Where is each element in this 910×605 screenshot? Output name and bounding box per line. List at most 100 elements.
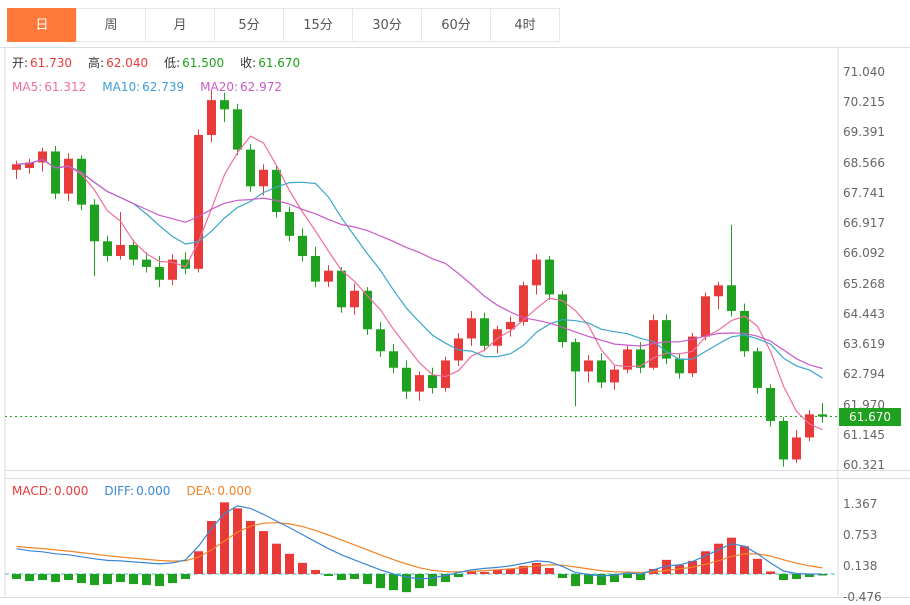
macd-bar (571, 573, 580, 587)
candle-body (246, 149, 255, 187)
macd-axis-label: 1.367 (843, 497, 878, 511)
macd-bar (376, 573, 385, 589)
macd-bar (337, 573, 346, 581)
macd-bar (285, 553, 294, 574)
macd-bar (623, 573, 632, 579)
macd-bar (64, 573, 73, 581)
macd-bar (610, 573, 619, 583)
ohlc-item: 开: 61.730 (12, 56, 73, 70)
macd-bar (103, 573, 112, 585)
macd-bar (116, 573, 125, 583)
price-axis-label: 68.566 (843, 155, 885, 170)
macd-legend-item: MACD: 0.000 (12, 484, 89, 498)
ma-item: MA20: 62.972 (200, 80, 282, 94)
candle-body (753, 351, 762, 388)
candle-body (337, 270, 346, 308)
macd-bar (168, 573, 177, 584)
ohlc-legend: 开: 61.730 高: 62.040 低: 61.500 收: 61.670 (12, 54, 316, 71)
dea-line (16, 522, 823, 574)
current-price-badge: 61.670 (839, 407, 901, 426)
diff-line (16, 505, 823, 580)
price-axis-label: 70.215 (843, 95, 885, 110)
macd-bar (51, 573, 60, 583)
macd-legend-item: DIFF: 0.000 (104, 484, 171, 498)
macd-axis-label: -0.476 (843, 590, 882, 604)
macd-bar (259, 531, 268, 574)
candle-body (818, 414, 827, 417)
macd-bar (155, 573, 164, 587)
candle-body (155, 266, 164, 280)
candle-body (714, 285, 723, 297)
candle-body (181, 259, 190, 269)
macd-axis-label: 0.138 (843, 559, 878, 574)
macd-bar (480, 571, 489, 574)
tab-month[interactable]: 月 (145, 8, 215, 42)
candle-body (415, 375, 424, 392)
candle-body (545, 259, 554, 295)
macd-bar (363, 573, 372, 585)
tab-15min[interactable]: 15分 (283, 8, 353, 42)
candle-body (103, 241, 112, 256)
price-axis-label: 69.391 (843, 125, 885, 140)
macd-bar (389, 573, 398, 591)
macd-bar (129, 573, 138, 585)
macd-bar (636, 573, 645, 581)
macd-bar (324, 573, 333, 576)
tab-day[interactable]: 日 (7, 8, 77, 42)
candle-body (519, 285, 528, 322)
macd-bar (194, 551, 203, 574)
tab-5min[interactable]: 5分 (214, 8, 284, 42)
tab-4hour[interactable]: 4时 (490, 8, 560, 42)
candle-body (38, 151, 47, 163)
candle-body (324, 270, 333, 282)
candle-body (493, 329, 502, 346)
macd-bar (701, 551, 710, 574)
candle-body (12, 164, 21, 170)
ohlc-item: 高: 62.040 (88, 56, 149, 70)
macd-bar (12, 573, 21, 580)
candle-body (740, 310, 749, 352)
price-axis-label: 61.145 (843, 427, 885, 442)
ohlc-item: 收: 61.670 (240, 56, 301, 70)
ohlc-item: 低: 61.500 (164, 56, 225, 70)
candle-body (207, 100, 216, 135)
candle-body (220, 100, 229, 110)
candle-body (766, 387, 775, 421)
candle-body (584, 360, 593, 372)
macd-bar (415, 573, 424, 589)
price-axis-label: 60.321 (843, 458, 885, 472)
candle-body (688, 336, 697, 374)
candle-body (233, 109, 242, 150)
macd-bar (181, 573, 190, 580)
macd-bar (493, 569, 502, 574)
candle-body (194, 134, 203, 269)
candle-body (467, 318, 476, 339)
macd-bar (207, 520, 216, 574)
macd-legend-item: DEA: 0.000 (186, 484, 252, 498)
tab-30min[interactable]: 30分 (352, 8, 422, 42)
period-tabbar: 日周月 5分 15分 30分 60分 4时 (7, 8, 560, 42)
macd-bar (545, 567, 554, 574)
candle-body (77, 158, 86, 205)
macd-bar (142, 573, 151, 586)
macd-bar (246, 520, 255, 574)
macd-bar (220, 502, 229, 574)
price-axis-label: 65.268 (843, 276, 885, 291)
ma5-line (16, 135, 823, 431)
candle-body (675, 358, 684, 374)
candle-body (350, 290, 359, 308)
macd-bar (311, 569, 320, 574)
macd-bar (272, 543, 281, 574)
macd-bar (350, 573, 359, 580)
macd-bar (519, 565, 528, 574)
candle-body (480, 318, 489, 346)
candle-body (90, 204, 99, 242)
tab-week[interactable]: 周 (76, 8, 146, 42)
tab-60min[interactable]: 60分 (421, 8, 491, 42)
candle-body (558, 294, 567, 343)
candle-body (636, 349, 645, 368)
candle-body (597, 360, 606, 383)
price-axis-label: 64.443 (843, 306, 885, 321)
candle-body (623, 349, 632, 370)
